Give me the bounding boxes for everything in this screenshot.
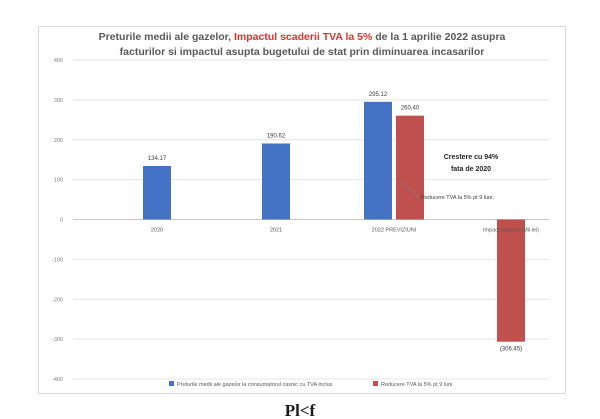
callout-leader-line bbox=[400, 180, 420, 198]
data-label: 295.12 bbox=[369, 92, 388, 98]
callout-annotation: Reducere TVA la 5% pt 9 luni; bbox=[421, 195, 494, 201]
x-tick-label: Impact bugetar (Mil.lei) bbox=[483, 228, 539, 234]
legend-swatch bbox=[373, 381, 378, 386]
bar-price bbox=[143, 165, 171, 220]
y-tick-label: -100 bbox=[52, 257, 63, 263]
legend-label: Preturile medii ale gazelor la consumato… bbox=[177, 382, 333, 388]
legend-swatch bbox=[169, 381, 174, 386]
bar-vat-reduction bbox=[396, 115, 424, 220]
bar-price bbox=[262, 143, 290, 220]
growth-annotation-line-1: Crestere cu 94% bbox=[444, 154, 499, 161]
chart-title-suffix: de la 1 aprilie 2022 asupra bbox=[372, 31, 506, 43]
x-tick-label: 2020 bbox=[151, 228, 163, 234]
y-tick-label: 100 bbox=[54, 178, 63, 184]
bar-chart: -400 -300 -200 -100 0 100 200 300 400 134.17 190.6… bbox=[52, 58, 549, 388]
y-tick-label: 200 bbox=[54, 138, 63, 144]
data-label: 134.17 bbox=[148, 156, 167, 162]
legend-label: Reducere TVA la 5% pt 9 luni bbox=[381, 382, 452, 388]
chart-title-line-1: Preturile medii ale gazelor, Impactul sc… bbox=[38, 31, 566, 43]
page-caption: Pl<f bbox=[284, 402, 316, 419]
data-label: 260,40 bbox=[401, 106, 420, 112]
x-tick-label: 2021 bbox=[270, 228, 282, 234]
y-tick-label: -300 bbox=[52, 337, 63, 343]
chart-frame: -400 -300 -200 -100 0 100 200 300 400 134.17 190.6… bbox=[38, 26, 566, 394]
chart-title-line-2: facturilor si impactul asupta bugetului … bbox=[119, 46, 485, 58]
x-tick-label: 2022 PREVIZIUNI bbox=[372, 228, 417, 234]
y-tick-label: -200 bbox=[52, 297, 63, 303]
y-tick-label: 400 bbox=[54, 58, 63, 64]
data-label: 190.62 bbox=[267, 133, 286, 139]
chart-title-prefix: Preturile medii ale gazelor, bbox=[98, 31, 234, 43]
bar-vat-reduction bbox=[497, 219, 525, 342]
y-tick-label: 0 bbox=[60, 218, 63, 224]
data-label: (306.45) bbox=[500, 347, 522, 353]
chart-title-highlight: Impactul scaderii TVA la 5% bbox=[234, 31, 373, 43]
bar-price bbox=[364, 101, 392, 220]
growth-annotation-line-2: fata de 2020 bbox=[451, 166, 491, 173]
y-tick-label: 300 bbox=[54, 98, 63, 104]
y-tick-label: -400 bbox=[52, 377, 63, 383]
